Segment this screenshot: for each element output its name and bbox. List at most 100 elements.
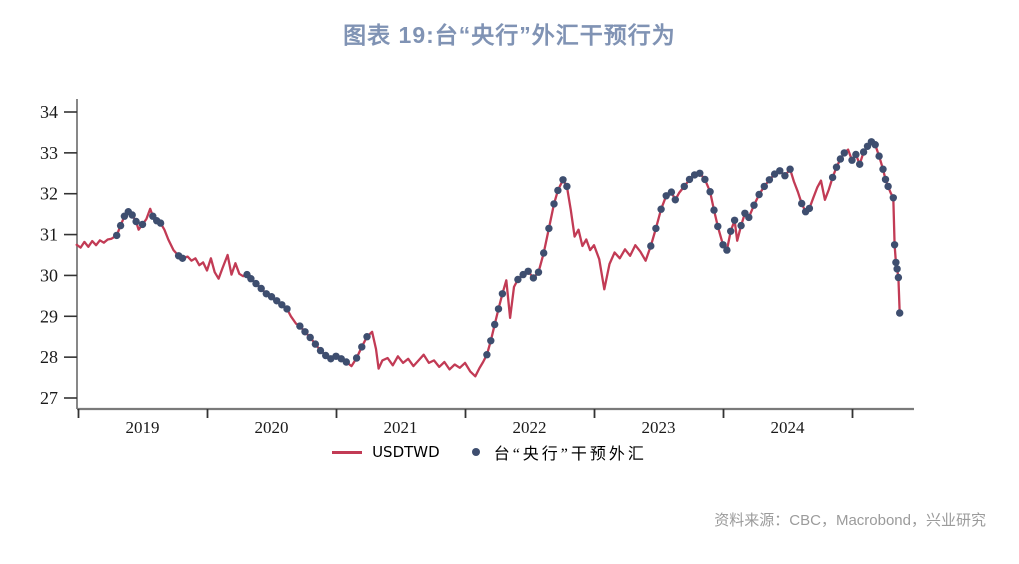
intervention-dot (852, 150, 860, 159)
intervention-dot (306, 333, 314, 342)
x-year-label: 2023 (642, 418, 676, 437)
y-tick-label: 28 (40, 347, 58, 367)
chart-legend: USDTWD 台“央行”干预外汇 (0, 440, 1019, 464)
intervention-dot (894, 273, 903, 282)
intervention-dot (893, 265, 901, 273)
intervention-dot (657, 205, 665, 213)
legend-intervention-label: 台“央行”干预外汇 (493, 446, 647, 463)
intervention-dot (156, 219, 165, 227)
intervention-dot (487, 337, 495, 345)
intervention-dot (848, 156, 856, 164)
intervention-dot (116, 221, 125, 230)
intervention-dot (737, 221, 745, 230)
intervention-dot (252, 279, 260, 288)
intervention-dot (696, 169, 704, 177)
intervention-dot (892, 258, 900, 267)
intervention-dot (514, 275, 522, 284)
intervention-dot (267, 293, 276, 301)
intervention-dot (301, 328, 309, 336)
intervention-dot (662, 192, 670, 200)
intervention-dot (730, 216, 739, 224)
intervention-dot (776, 167, 784, 175)
intervention-dot (524, 267, 532, 275)
intervention-dot (550, 200, 558, 208)
intervention-dot (545, 224, 553, 233)
y-tick-label: 29 (40, 306, 58, 326)
intervention-dot (750, 201, 758, 209)
y-tick-label: 33 (40, 143, 58, 163)
y-tick-label: 30 (40, 265, 58, 285)
intervention-dot (706, 188, 714, 196)
intervention-dot (890, 241, 899, 249)
intervention-dot (859, 148, 868, 156)
intervention-dot (680, 182, 688, 191)
x-year-label: 2022 (513, 418, 547, 437)
intervention-dot (889, 194, 897, 202)
intervention-dot (805, 204, 814, 213)
intervention-dot (840, 149, 848, 157)
y-tick-label: 31 (40, 225, 58, 245)
intervention-dot (647, 242, 655, 250)
intervention-dot (491, 320, 499, 329)
intervention-dot (178, 254, 187, 262)
intervention-dot (563, 182, 571, 191)
intervention-dot (311, 340, 320, 348)
intervention-dot (884, 182, 892, 191)
intervention-dot (671, 196, 679, 204)
intervention-dot (710, 206, 718, 214)
legend-usdtwd-label: USDTWD (372, 443, 440, 461)
intervention-dot (719, 241, 727, 249)
intervention-dot (316, 346, 325, 355)
intervention-dot (701, 175, 709, 184)
intervention-dot (498, 290, 507, 298)
intervention-dot (755, 190, 763, 199)
intervention-dot (283, 305, 291, 313)
intervention-dot (896, 309, 904, 317)
intervention-dot (483, 351, 491, 359)
x-year-label: 2024 (771, 418, 806, 437)
x-year-label: 2020 (255, 418, 289, 437)
y-tick-label: 34 (40, 102, 58, 122)
intervention-dot (652, 224, 660, 233)
intervention-dot (714, 222, 722, 231)
intervention-dot (879, 165, 887, 173)
intervention-dot (871, 141, 879, 149)
intervention-dot (358, 343, 366, 351)
intervention-dot (278, 301, 286, 309)
intervention-dot (554, 186, 562, 195)
intervention-dot (875, 152, 883, 160)
intervention-dot (667, 188, 676, 196)
intervention-dot (798, 199, 806, 208)
intervention-dot (363, 333, 371, 341)
intervention-dot (138, 220, 147, 229)
intervention-dot (836, 155, 845, 163)
intervention-dot (745, 213, 753, 222)
intervention-dot (760, 182, 768, 191)
intervention-dot (529, 274, 538, 282)
source-note: 资料来源：CBC，Macrobond，兴业研究 (714, 512, 986, 529)
intervention-dot (723, 246, 731, 254)
intervention-dot (786, 165, 794, 173)
intervention-dot (781, 172, 789, 180)
intervention-dot (296, 322, 304, 330)
intervention-dot (559, 176, 567, 184)
intervention-dot (685, 175, 694, 184)
intervention-dot (257, 284, 265, 293)
y-tick-label: 27 (40, 388, 58, 408)
intervention-dot (881, 175, 890, 184)
intervention-dot (128, 211, 136, 219)
intervention-dot (828, 173, 837, 182)
chart-title: 图表 19:台“央行”外汇干预行为 (343, 22, 676, 48)
legend-dot-marker (471, 448, 480, 456)
intervention-dot (856, 160, 864, 168)
intervention-dot (247, 275, 255, 283)
y-tick-label: 32 (40, 184, 58, 204)
usdtwd-line (75, 140, 901, 378)
intervention-dot (765, 176, 774, 184)
intervention-dot (727, 227, 735, 235)
intervention-dot (534, 268, 543, 276)
legend-line-marker (332, 450, 363, 454)
intervention-dot (832, 163, 841, 171)
